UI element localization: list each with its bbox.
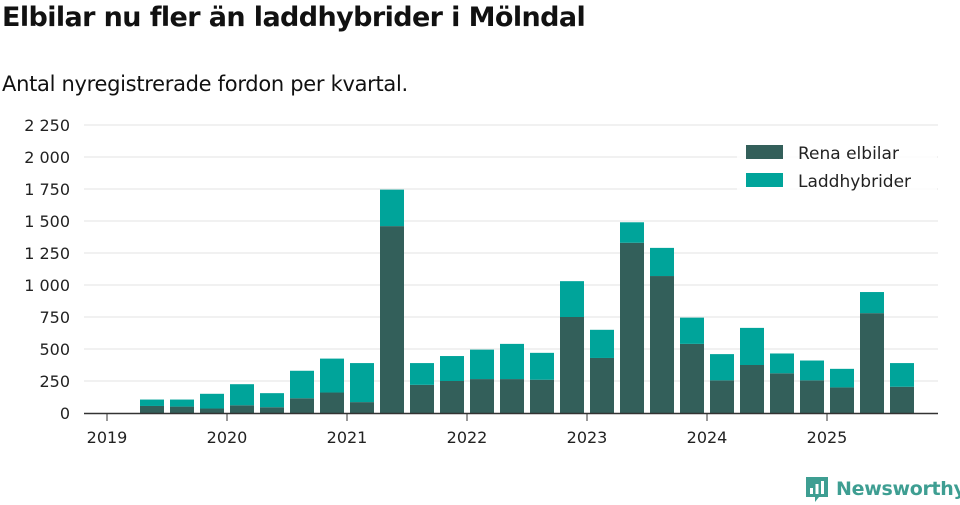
x-tick-label: 2020 [207,428,248,447]
bar-rena-elbilar[interactable] [590,357,614,413]
bar-laddhybrider[interactable] [890,363,914,387]
bar-laddhybrider[interactable] [830,368,854,388]
bar-laddhybrider[interactable] [380,189,404,227]
bar-rena-elbilar[interactable] [470,379,494,413]
bar-rena-elbilar[interactable] [650,276,674,413]
bar-rena-elbilar[interactable] [800,380,824,413]
x-tick-label: 2024 [687,428,728,447]
y-tick-label: 2 250 [24,116,70,135]
bar-laddhybrider[interactable] [500,343,524,380]
bar-rena-elbilar[interactable] [140,405,164,413]
legend-swatch-rena-elbilar [746,145,783,159]
newsworthy-logo-icon [806,477,828,502]
bar-rena-elbilar[interactable] [350,402,374,413]
brand-logo[interactable]: Newsworthy [804,474,960,504]
x-tick-label: 2022 [447,428,488,447]
y-tick-label: 1 000 [24,276,70,295]
bar-rena-elbilar[interactable] [260,407,284,413]
bar-laddhybrider[interactable] [230,384,254,406]
bar-rena-elbilar[interactable] [290,398,314,413]
y-tick-label: 0 [60,404,70,423]
brand-name: Newsworthy [836,478,960,500]
bar-laddhybrider[interactable] [530,352,554,380]
bar-rena-elbilar[interactable] [320,392,344,413]
bar-laddhybrider[interactable] [200,393,224,409]
y-tick-label: 1 750 [24,180,70,199]
bar-laddhybrider[interactable] [170,399,194,407]
legend-label-rena-elbilar: Rena elbilar [798,144,899,164]
bar-laddhybrider[interactable] [560,281,584,317]
bar-laddhybrider[interactable] [290,370,314,399]
bar-rena-elbilar[interactable] [740,365,764,413]
bar-rena-elbilar[interactable] [890,386,914,413]
y-tick-label: 750 [39,308,70,327]
y-axis-ticks: 0 250 500 750 1 000 1 250 1 500 1 750 2 000 2 250 [24,116,70,423]
y-tick-label: 1 500 [24,212,70,231]
bar-laddhybrider[interactable] [770,353,794,374]
y-tick-label: 500 [39,340,70,359]
bar-rena-elbilar[interactable] [500,379,524,413]
x-tick-label: 2021 [327,428,368,447]
bar-laddhybrider[interactable] [470,349,494,380]
bar-laddhybrider[interactable] [650,247,674,277]
bar-rena-elbilar[interactable] [860,313,884,413]
bar-rena-elbilar[interactable] [230,405,254,413]
bar-rena-elbilar[interactable] [530,379,554,413]
legend-label-laddhybrider: Laddhybrider [798,172,911,192]
x-tick-label: 2023 [567,428,608,447]
bar-laddhybrider[interactable] [410,363,434,385]
bar-laddhybrider[interactable] [860,292,884,314]
bar-laddhybrider[interactable] [440,356,464,381]
bar-rena-elbilar[interactable] [560,317,584,413]
x-tick-label: 2025 [807,428,848,447]
bar-laddhybrider[interactable] [800,360,824,381]
chart-title: Elbilar nu fler än laddhybrider i Mölnda… [2,2,586,33]
bar-laddhybrider[interactable] [680,317,704,344]
y-tick-label: 1 250 [24,244,70,263]
bar-rena-elbilar[interactable] [170,406,194,413]
y-tick-label: 250 [39,372,70,391]
chart-subtitle: Antal nyregistrerade fordon per kvartal. [2,72,408,96]
bar-rena-elbilar[interactable] [200,408,224,413]
bar-rena-elbilar[interactable] [830,387,854,413]
bar-laddhybrider[interactable] [620,222,644,243]
bar-laddhybrider[interactable] [590,329,614,358]
bar-rena-elbilar[interactable] [710,380,734,413]
bar-rena-elbilar[interactable] [410,384,434,413]
bar-rena-elbilar[interactable] [380,226,404,413]
legend-swatch-laddhybrider [746,173,783,187]
bar-rena-elbilar[interactable] [620,242,644,413]
legend: Rena elbilar Laddhybrider [737,138,937,198]
bar-rena-elbilar[interactable] [680,343,704,413]
bars [140,189,914,413]
bar-laddhybrider[interactable] [350,363,374,403]
x-tick-label: 2019 [87,428,128,447]
bar-laddhybrider[interactable] [260,393,284,408]
bar-laddhybrider[interactable] [740,327,764,365]
bar-laddhybrider[interactable] [140,399,164,406]
bar-rena-elbilar[interactable] [440,381,464,413]
bar-rena-elbilar[interactable] [770,373,794,413]
y-tick-label: 2 000 [24,148,70,167]
x-axis-ticks: 2019 2020 2021 2022 2023 2024 2025 [87,413,848,447]
bar-laddhybrider[interactable] [320,358,344,393]
bar-laddhybrider[interactable] [710,354,734,381]
